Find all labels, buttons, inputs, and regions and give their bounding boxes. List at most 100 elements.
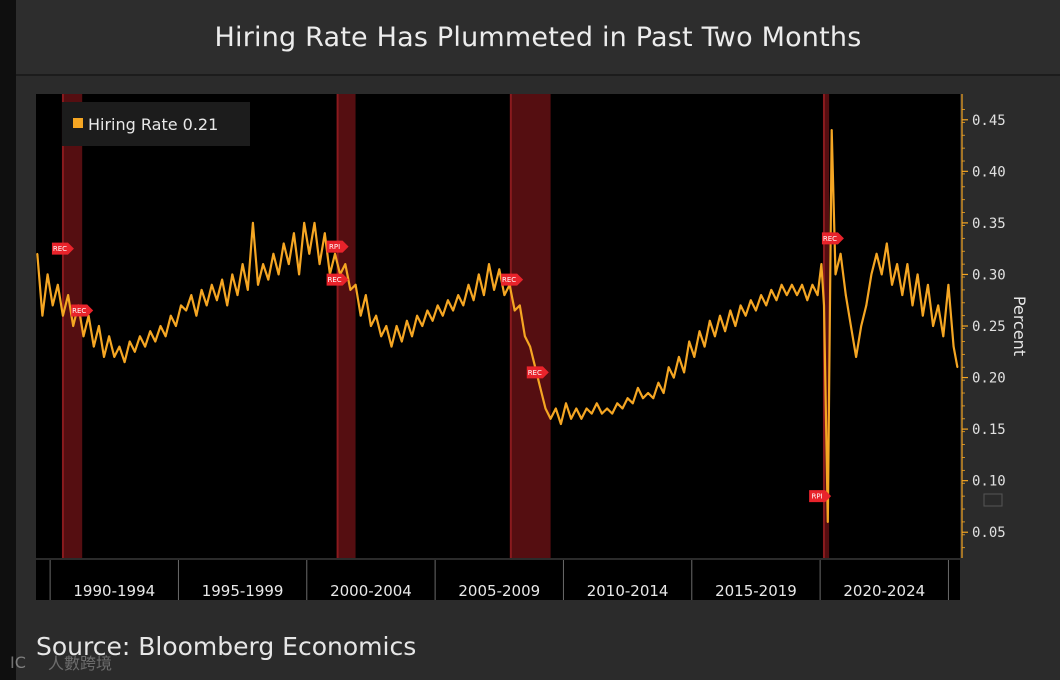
data-point xyxy=(785,294,788,296)
legend-label: Hiring Rate 0.21 xyxy=(88,115,218,134)
data-point xyxy=(678,356,680,358)
axis-scale-icon xyxy=(983,493,1003,507)
data-point xyxy=(236,294,239,296)
data-point xyxy=(585,407,588,410)
data-point xyxy=(896,263,898,265)
recession-band-1 xyxy=(337,94,356,558)
annotation-marker-3: REC xyxy=(326,273,349,286)
annotation-marker-5: REC xyxy=(526,366,549,379)
data-point xyxy=(51,304,54,307)
data-point xyxy=(693,356,696,358)
y-tick-label-3: 0.20 xyxy=(972,371,1006,387)
data-point xyxy=(652,397,655,400)
data-point xyxy=(855,356,857,358)
annotation-marker-1: REC xyxy=(71,304,94,317)
data-point xyxy=(272,252,275,255)
data-point xyxy=(775,299,778,302)
data-point xyxy=(780,283,783,286)
data-point xyxy=(452,309,454,312)
data-point xyxy=(952,345,955,348)
data-point xyxy=(860,325,863,327)
data-point xyxy=(560,423,562,425)
data-point xyxy=(937,304,940,307)
data-point xyxy=(226,304,229,307)
y-tick-label-5: 0.30 xyxy=(972,267,1006,283)
data-point xyxy=(621,407,624,410)
annotation-marker-2: RPI xyxy=(326,240,349,253)
data-point xyxy=(231,273,234,276)
annotation-flag-0 xyxy=(51,242,74,255)
y-tick-label-4: 0.25 xyxy=(972,319,1006,335)
data-point xyxy=(416,314,418,317)
data-point xyxy=(246,289,249,291)
data-point xyxy=(820,263,823,265)
data-point xyxy=(719,314,721,317)
data-point xyxy=(282,242,285,245)
data-point xyxy=(334,252,336,255)
y-tick-label-2: 0.15 xyxy=(972,422,1006,438)
data-point xyxy=(262,263,264,265)
data-point xyxy=(252,222,254,224)
data-point xyxy=(221,278,224,281)
data-point xyxy=(41,314,44,317)
data-point xyxy=(901,294,904,296)
data-point xyxy=(503,294,506,296)
data-point xyxy=(765,304,768,307)
data-point xyxy=(580,417,583,420)
y-tick-label-1: 0.10 xyxy=(972,474,1006,490)
data-point xyxy=(844,294,847,296)
annotation-label-1: REC xyxy=(72,307,86,315)
data-point xyxy=(323,232,326,235)
data-point xyxy=(493,289,495,291)
data-point xyxy=(421,325,424,327)
data-point xyxy=(108,335,110,338)
data-point xyxy=(257,283,259,286)
data-point xyxy=(906,263,909,265)
watermark-logo: IC 人數跨境 xyxy=(10,653,112,673)
data-point xyxy=(318,263,321,265)
data-point xyxy=(647,392,649,394)
annotation-flag-5 xyxy=(526,366,549,379)
data-point xyxy=(744,314,747,317)
data-point xyxy=(823,304,825,307)
data-point xyxy=(118,345,121,348)
data-point xyxy=(755,309,757,312)
data-point xyxy=(880,273,883,276)
data-point xyxy=(657,381,660,384)
data-point xyxy=(703,345,706,348)
plot-area xyxy=(36,94,960,558)
data-point xyxy=(483,294,485,296)
data-point xyxy=(303,222,306,224)
data-point xyxy=(714,335,716,338)
annotation-marker-7: RPI xyxy=(809,490,832,503)
svg-text:人數跨境: 人數跨境 xyxy=(48,654,112,673)
x-period-label-0: 1990-1994 xyxy=(73,582,155,600)
x-period-label-6: 2020-2024 xyxy=(843,582,925,600)
data-point xyxy=(56,283,59,286)
x-period-label-3: 2005-2009 xyxy=(458,582,540,600)
data-point xyxy=(293,232,295,235)
data-point xyxy=(724,330,726,333)
data-point xyxy=(513,309,516,312)
data-point xyxy=(447,299,449,302)
data-point xyxy=(411,335,413,338)
data-point xyxy=(611,412,614,415)
annotation-flag-6 xyxy=(821,232,844,245)
x-period-label-2: 2000-2004 xyxy=(330,582,412,600)
data-point xyxy=(241,263,244,265)
data-point xyxy=(565,402,567,405)
data-point xyxy=(488,263,490,265)
data-point xyxy=(385,325,388,327)
y-tick-label-6: 0.35 xyxy=(972,216,1006,232)
data-point xyxy=(662,392,665,394)
data-point xyxy=(159,325,162,327)
data-point xyxy=(46,273,49,276)
data-point xyxy=(637,387,639,389)
annotation-label-4: REC xyxy=(502,276,516,284)
data-point xyxy=(806,299,809,302)
data-point xyxy=(927,283,929,286)
data-point xyxy=(947,283,950,286)
data-point xyxy=(154,340,157,343)
data-point xyxy=(642,397,644,400)
data-point xyxy=(113,356,116,358)
